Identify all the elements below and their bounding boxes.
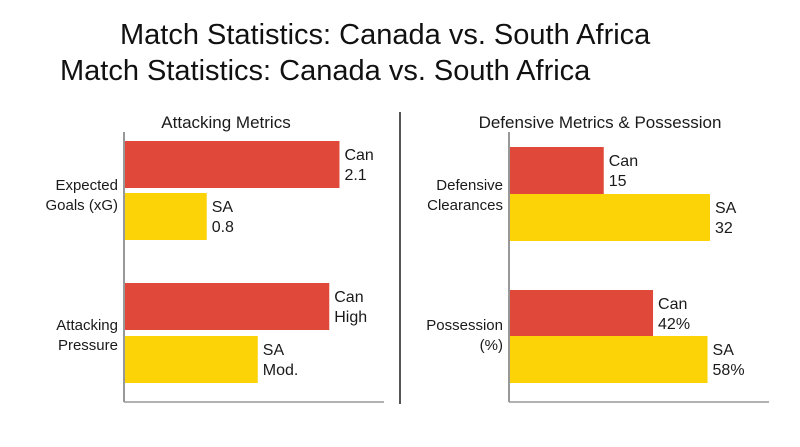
category-label: Possession bbox=[426, 317, 503, 334]
bar-value-label: 32 bbox=[715, 220, 733, 237]
bar-series-label: Can bbox=[609, 153, 638, 170]
bar-series-label: Can bbox=[658, 296, 687, 313]
bar-value-label: 42% bbox=[658, 316, 690, 333]
bar-sa bbox=[510, 194, 710, 241]
bar-sa bbox=[125, 336, 258, 383]
bar-series-label: SA bbox=[263, 342, 285, 359]
bar-can bbox=[125, 141, 340, 188]
bar-value-label: High bbox=[334, 309, 367, 326]
bar-sa bbox=[125, 193, 207, 240]
bar-value-label: 2.1 bbox=[344, 167, 366, 184]
chart-title-repeat: Match Statistics: Canada vs. South Afric… bbox=[60, 55, 591, 87]
category-label: Goals (xG) bbox=[45, 197, 118, 214]
bar-value-label: 58% bbox=[713, 362, 745, 379]
category-label: Attacking bbox=[56, 317, 118, 334]
bar-value-label: 0.8 bbox=[212, 219, 234, 236]
category-label: Defensive bbox=[436, 177, 503, 194]
bar-series-label: SA bbox=[715, 200, 737, 217]
bar-series-label: SA bbox=[212, 199, 234, 216]
panel-title: Attacking Metrics bbox=[161, 113, 290, 132]
category-label: Expected bbox=[55, 177, 118, 194]
bar-series-label: Can bbox=[334, 289, 363, 306]
category-label: Pressure bbox=[58, 337, 118, 354]
bar-value-label: 15 bbox=[609, 173, 627, 190]
category-label: Clearances bbox=[427, 197, 503, 214]
panel-divider bbox=[399, 112, 401, 404]
bar-can bbox=[510, 147, 604, 194]
bar-sa bbox=[510, 336, 708, 383]
bar-can bbox=[510, 290, 654, 337]
bar-value-label: Mod. bbox=[263, 362, 299, 379]
bar-can bbox=[125, 283, 330, 330]
panel-title: Defensive Metrics & Possession bbox=[479, 113, 722, 132]
bar-series-label: SA bbox=[713, 342, 735, 359]
chart-title: Match Statistics: Canada vs. South Afric… bbox=[120, 19, 651, 51]
category-label: (%) bbox=[480, 337, 503, 354]
bar-series-label: Can bbox=[344, 147, 373, 164]
